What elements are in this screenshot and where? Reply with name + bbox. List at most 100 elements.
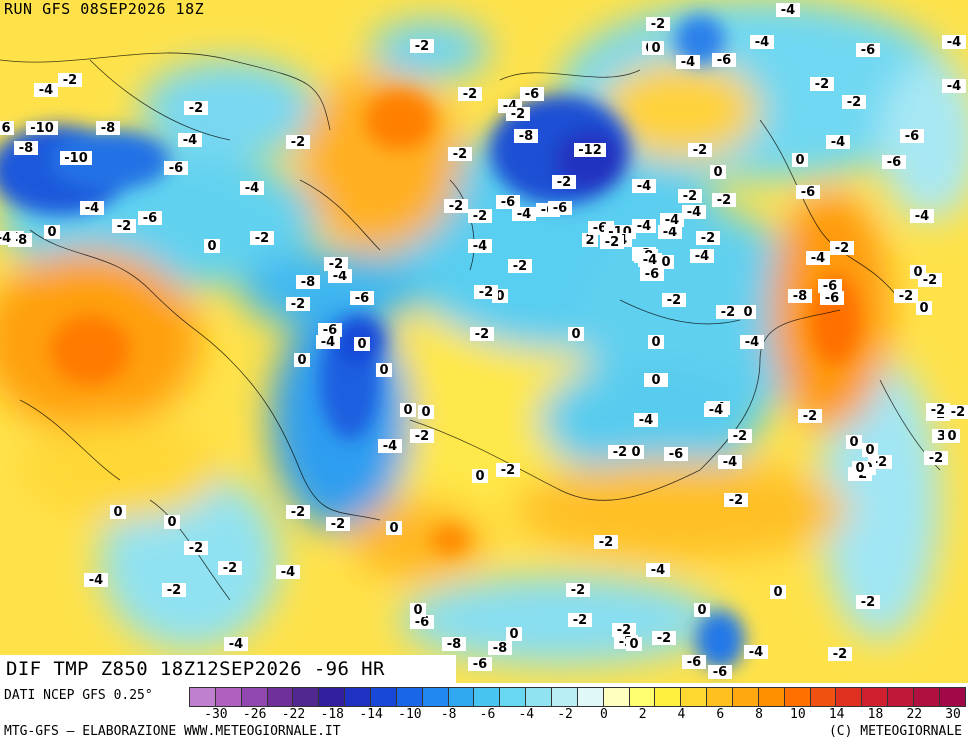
map-value-label: -2 bbox=[329, 257, 343, 272]
map-value-label: -10 bbox=[64, 151, 88, 166]
map-value-label: -4 bbox=[637, 179, 651, 194]
map-value-label: -6 bbox=[415, 615, 429, 630]
map-value-label: -4 bbox=[663, 225, 677, 240]
map-value-label-bg bbox=[318, 323, 342, 337]
map-value-label: -8 bbox=[793, 289, 807, 304]
map-value-label-bg bbox=[444, 199, 468, 213]
map-value-label-bg bbox=[0, 231, 16, 245]
map-value-label: -2 bbox=[803, 409, 817, 424]
colorbar-cell bbox=[628, 687, 656, 707]
map-value-label-bg bbox=[770, 585, 786, 599]
map-value-label-bg bbox=[926, 403, 950, 417]
map-value-label-bg bbox=[410, 603, 426, 617]
colorbar-cell bbox=[706, 687, 734, 707]
map-value-label: -2 bbox=[571, 583, 585, 598]
map-value-label: -2 bbox=[729, 493, 743, 508]
map-value-label: 0 bbox=[743, 305, 752, 320]
colorbar-tick-label: -22 bbox=[281, 707, 306, 722]
map-value-label-bg bbox=[740, 305, 756, 319]
map-value-label-bg bbox=[678, 189, 702, 203]
map-value-label: -2 bbox=[835, 241, 849, 256]
map-value-label: -10 bbox=[30, 121, 54, 136]
map-value-label: -2 bbox=[931, 403, 945, 418]
map-value-label: 0 bbox=[571, 327, 580, 342]
map-value-label-bg bbox=[708, 665, 732, 679]
map-value-label: -4 bbox=[723, 455, 737, 470]
map-value-label: -2 bbox=[513, 259, 527, 274]
map-value-label: -2 bbox=[657, 631, 671, 646]
map-value-label-bg bbox=[468, 209, 492, 223]
map-value-label-bg bbox=[448, 147, 472, 161]
map-value-label: 0 bbox=[297, 353, 306, 368]
map-value-label-bg bbox=[924, 451, 948, 465]
map-value-label-bg bbox=[162, 583, 186, 597]
credit-label: MTG-GFS — ELABORAZIONE WWW.METEOGIORNALE… bbox=[4, 724, 341, 739]
map-value-label: -2 bbox=[667, 293, 681, 308]
map-value-label: 0 bbox=[403, 403, 412, 418]
map-value-label: -2 bbox=[605, 235, 619, 250]
map-value-label: -4 bbox=[39, 83, 53, 98]
colorbar-tick-label: -30 bbox=[204, 707, 228, 722]
map-value-label: -2 bbox=[693, 143, 707, 158]
map-value-label-bg bbox=[634, 413, 658, 427]
map-value-label: -4 bbox=[687, 205, 701, 220]
map-value-label: -4 bbox=[947, 35, 961, 50]
map-value-label-bg bbox=[628, 445, 644, 459]
map-value-label: -2 bbox=[463, 87, 477, 102]
map-value-label: -4 bbox=[643, 253, 657, 268]
map-value-label: -6 bbox=[717, 53, 731, 68]
map-value-label-bg bbox=[744, 645, 768, 659]
map-value-label: -2 bbox=[899, 289, 913, 304]
map-value-label-bg bbox=[442, 637, 466, 651]
map-value-label: -6 bbox=[553, 201, 567, 216]
map-value-label-bg bbox=[740, 335, 764, 349]
map-value-label-bg bbox=[612, 623, 636, 637]
map-value-label: -2 bbox=[291, 505, 305, 520]
map-value-label: -4 bbox=[755, 35, 769, 50]
map-value-label: -2 bbox=[453, 147, 467, 162]
map-value-label-bg bbox=[34, 83, 58, 97]
map-value-label: -2 bbox=[117, 219, 131, 234]
map-value-label-bg bbox=[664, 447, 688, 461]
map-value-label-bg bbox=[386, 521, 402, 535]
map-value-label-bg bbox=[694, 603, 710, 617]
map-value-label: 0 bbox=[913, 265, 922, 280]
colorbar-tick-label: 14 bbox=[828, 707, 845, 722]
map-value-label: 0 bbox=[651, 41, 660, 56]
map-value-label: -4 bbox=[473, 239, 487, 254]
copyright-label: (C) METEOGIORNALE bbox=[828, 724, 962, 739]
map-value-label-bg bbox=[506, 107, 530, 121]
map-value-label-bg bbox=[862, 443, 878, 457]
colorbar-tick-label: 0 bbox=[599, 707, 608, 722]
map-value-label-bg bbox=[566, 583, 590, 597]
map-value-label: -6 bbox=[905, 129, 919, 144]
map-value-label: 0 bbox=[795, 153, 804, 168]
map-value-label-bg bbox=[852, 461, 868, 475]
map-value-label: -2 bbox=[501, 463, 515, 478]
map-value-label-bg bbox=[828, 647, 852, 661]
map-value-label-bg bbox=[568, 327, 584, 341]
map-value-label-bg bbox=[474, 285, 498, 299]
map-value-label: -6 bbox=[323, 323, 337, 338]
map-value-label-bg bbox=[286, 135, 310, 149]
map-value-label: -4 bbox=[947, 79, 961, 94]
map-value-label-bg bbox=[788, 289, 812, 303]
map-value-label: 0 bbox=[629, 637, 638, 652]
map-value-label: -2 bbox=[223, 561, 237, 576]
map-value-label: -4 bbox=[811, 251, 825, 266]
map-value-label-bg bbox=[632, 219, 656, 233]
map-value-label: -2 bbox=[815, 77, 829, 92]
map-value-label-bg bbox=[548, 201, 572, 215]
colorbar-tick-label: 18 bbox=[867, 707, 884, 722]
colorbar-cell bbox=[344, 687, 372, 707]
map-value-label: -2 bbox=[291, 297, 305, 312]
map-value-label: 0 bbox=[421, 405, 430, 420]
colorbar-cell bbox=[913, 687, 940, 707]
map-value-label: -4 bbox=[89, 573, 103, 588]
map-value-label-bg bbox=[410, 615, 434, 629]
map-value-label: -2 bbox=[847, 95, 861, 110]
map-value-label-bg bbox=[608, 445, 632, 459]
colorbar-cell bbox=[783, 687, 811, 707]
colorbar-tick-label: -8 bbox=[440, 707, 457, 722]
map-value-label-bg bbox=[410, 39, 434, 53]
